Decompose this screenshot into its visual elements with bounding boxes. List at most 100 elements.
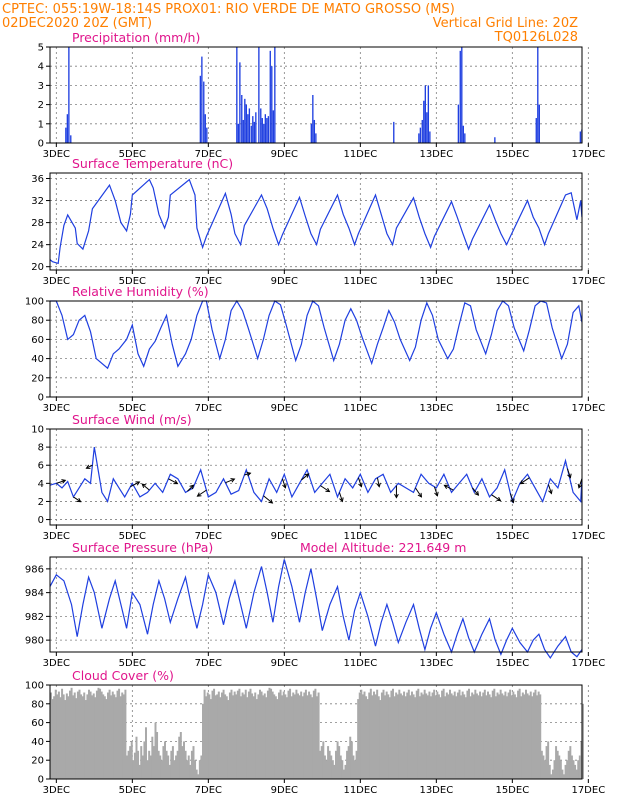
cloud-bar — [319, 750, 322, 779]
cloud-bar — [501, 693, 504, 779]
x-tick-label: 9DEC — [271, 658, 298, 669]
wind-arrow-shaft — [86, 464, 93, 469]
x-tick-label: 5DEC — [119, 531, 146, 542]
cloud-bar — [246, 697, 249, 779]
cloud-bar — [339, 755, 342, 779]
cloud-bar — [545, 746, 548, 779]
pressure-frame — [49, 556, 583, 653]
cloud-bar — [566, 760, 569, 779]
cloud-bar — [567, 750, 570, 779]
precip-bar — [427, 85, 430, 143]
cloud-bar — [97, 687, 100, 779]
cloud-bar — [306, 695, 309, 779]
cloud-bar — [555, 746, 558, 779]
wind-arrow — [433, 486, 439, 497]
temperature-title: Surface Temperature (nC) — [72, 156, 233, 171]
cloud-bar — [531, 696, 534, 779]
cloud-bar — [114, 697, 117, 779]
precip-bar — [253, 121, 255, 143]
cloud-bar — [346, 750, 349, 779]
precip-bar — [252, 116, 254, 143]
cloud-bar — [469, 696, 472, 779]
cloud-bar — [240, 696, 242, 779]
x-tick-label: 13DEC — [419, 403, 453, 414]
cloud-bar — [56, 694, 59, 779]
cloud-bar — [111, 691, 114, 779]
cloud-bar — [189, 764, 192, 779]
cloud-bar — [360, 689, 363, 779]
cloud-bar — [249, 688, 252, 779]
cloud-bar — [254, 692, 257, 779]
wind-arrow-head — [189, 484, 195, 490]
cloud-bar — [84, 700, 87, 779]
x-tick-label: 11DEC — [343, 658, 377, 669]
precip-bar — [66, 114, 69, 143]
precip-bar — [419, 127, 422, 143]
y-tick-label: 1 — [38, 119, 44, 130]
cloud-bar — [344, 764, 347, 779]
cloud-bar — [81, 696, 84, 779]
pressure-series-line — [49, 559, 583, 659]
cloud-bar — [278, 692, 280, 779]
panels: 3DEC 5DEC 7DEC 9DEC 11DEC 13DEC 15DEC 17DEC0123… — [25, 43, 605, 797]
cloud-bar — [395, 692, 398, 779]
wind-arrow-shaft — [338, 492, 343, 502]
cloud-bar — [537, 691, 540, 779]
cloud-bar — [453, 691, 456, 779]
cloud-bar — [387, 694, 390, 779]
cloud-bar — [107, 692, 109, 779]
cloud-bar — [160, 760, 163, 779]
y-tick-label: 4 — [38, 62, 44, 73]
wind-arrow — [394, 485, 399, 499]
cloud-bar — [214, 695, 217, 779]
wind-arrow — [577, 478, 583, 489]
cloud-bar — [398, 689, 401, 779]
cloud-bar — [373, 691, 375, 779]
cloud-bar — [423, 689, 426, 779]
x-tick-label: 9DEC — [271, 149, 298, 160]
cloud-bar — [116, 690, 119, 779]
cloud-bar — [184, 750, 187, 779]
cloud-bar — [385, 691, 388, 779]
cloud-bar — [336, 741, 339, 779]
cloud-bar — [330, 755, 333, 779]
wind-arrow-shaft — [244, 472, 251, 476]
cloud-bar — [289, 688, 292, 779]
wind-arrow-head — [548, 489, 553, 495]
cloud-bar — [103, 696, 106, 779]
cloud-bar — [491, 690, 494, 779]
wind-arrow-head — [394, 493, 399, 499]
cloud-bar — [366, 699, 369, 779]
cloud-bar — [241, 692, 244, 779]
cloud-bar — [379, 700, 382, 779]
precip-bar — [245, 104, 248, 143]
precip-bar — [315, 133, 317, 143]
cloud-bar — [475, 693, 478, 779]
cloud-bar — [230, 689, 233, 779]
cloud-bar — [165, 750, 168, 779]
cloud-bar — [474, 689, 477, 779]
cloud-bar — [259, 689, 261, 779]
cloud-bar — [75, 698, 78, 779]
wind-arrow — [130, 481, 141, 488]
wind-arrow-shaft — [357, 477, 362, 487]
cloud-bar — [480, 696, 483, 779]
cloud-bar — [392, 688, 394, 779]
x-tick-label: 3DEC — [43, 658, 70, 669]
x-tick-label: 7DEC — [195, 531, 222, 542]
cloud-bar — [521, 692, 524, 779]
wind-arrow-head — [230, 478, 236, 483]
cloud-bar — [217, 691, 220, 779]
wind-arrow-head — [577, 483, 583, 489]
cloud-bar — [281, 695, 284, 779]
cloud-bar — [137, 750, 140, 779]
cloud-bar — [145, 727, 147, 779]
cloud-bar — [129, 746, 132, 779]
cloud-bar — [556, 750, 559, 779]
cloud-bar — [347, 746, 350, 779]
cloud-bar — [148, 750, 151, 779]
cloud-bar — [504, 691, 507, 779]
cloud-bar — [244, 689, 247, 779]
x-tick-label: 13DEC — [419, 149, 453, 160]
